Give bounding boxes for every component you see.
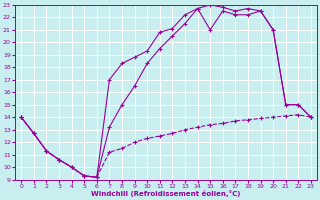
X-axis label: Windchill (Refroidissement éolien,°C): Windchill (Refroidissement éolien,°C) (92, 190, 241, 197)
